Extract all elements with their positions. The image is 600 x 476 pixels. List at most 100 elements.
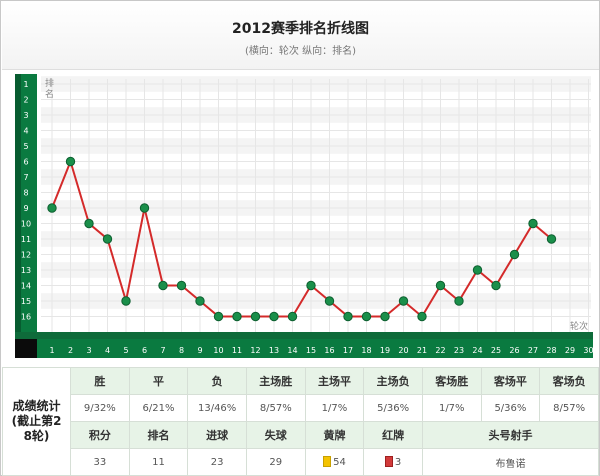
x-tick-label: 5 [123, 346, 128, 355]
series-line [51, 158, 553, 319]
data-point [195, 296, 205, 306]
data-point [213, 311, 224, 322]
data-point [102, 234, 113, 244]
stat-header: 主场平 [304, 367, 365, 395]
x-tick-label: 21 [417, 346, 427, 355]
stat-header: 黄牌 [304, 421, 365, 449]
x-tick-label: 20 [398, 346, 408, 355]
x-tick-label: 29 [565, 346, 575, 355]
x-tick-label: 9 [197, 346, 202, 355]
data-point [269, 311, 279, 322]
stat-value: 1/7% [304, 394, 365, 422]
y-tick-label: 16 [21, 313, 31, 322]
axis-corner [15, 339, 37, 358]
data-point [417, 311, 427, 322]
data-point [65, 156, 76, 167]
x-tick-label: 18 [361, 346, 371, 355]
x-tick-label: 23 [454, 346, 464, 355]
x-tick-label: 3 [86, 346, 91, 355]
y-tick-label: 8 [23, 189, 28, 198]
stats-side-text: 成绩统计(截止第28轮) [11, 399, 62, 443]
stat-header: 客场胜 [421, 367, 482, 395]
x-tick-label: 16 [324, 346, 334, 355]
stat-value: 9/32% [70, 394, 130, 422]
y-tick-label: 5 [23, 142, 28, 151]
data-point [472, 265, 483, 275]
stat-value: 1/7% [421, 394, 482, 422]
y-tick-label: 10 [21, 220, 31, 229]
chart-subtitle: (横向：轮次 纵向：排名) [245, 46, 356, 57]
stat-header: 负 [187, 367, 247, 395]
y-tick-label: 15 [21, 297, 31, 306]
x-tick-label: 19 [380, 346, 390, 355]
data-point [435, 280, 446, 291]
stat-header: 积分 [70, 421, 130, 449]
stat-header: 主场胜 [245, 367, 306, 395]
x-tick-label: 13 [269, 346, 279, 355]
yellow-card-count: 54 [333, 457, 346, 468]
y-tick-label: 7 [23, 173, 28, 182]
yellow-card-cell: 54 [304, 448, 365, 476]
stat-value: 6/21% [128, 394, 189, 422]
data-point [84, 218, 94, 229]
data-point [398, 296, 409, 306]
stats-table: 成绩统计(截止第28轮) 胜 平 负 主场胜 主场平 主场负 客场胜 客场平 客… [2, 367, 600, 476]
y-tick-label: 3 [23, 111, 28, 120]
y-axis-label: 名 [45, 88, 54, 100]
x-tick-label: 17 [343, 346, 353, 355]
y-tick-label: 11 [21, 235, 31, 244]
data-point [121, 296, 131, 306]
y-tick-label: 6 [23, 158, 28, 167]
y-tick-label: 9 [23, 204, 28, 213]
data-point [250, 311, 261, 322]
red-card-cell: 3 [363, 448, 423, 476]
stat-header: 主场负 [363, 367, 423, 395]
x-axis-label: 轮次 [570, 320, 588, 332]
x-axis-bar [15, 339, 593, 358]
x-tick-label: 1 [49, 346, 54, 355]
stats-side-label: 成绩统计(截止第28轮) [2, 367, 71, 476]
x-tick-label: 6 [142, 346, 147, 355]
x-axis-bar-top [15, 332, 593, 339]
stat-value: 11 [128, 448, 189, 476]
data-point [546, 234, 557, 244]
data-point [158, 280, 168, 291]
red-card-count: 3 [394, 457, 402, 468]
x-tick-label: 11 [232, 346, 242, 355]
x-tick-label: 28 [546, 346, 556, 355]
data-point [454, 296, 464, 306]
y-tick-label: 13 [21, 266, 31, 275]
stat-header: 胜 [70, 367, 130, 395]
x-tick-label: 24 [472, 346, 482, 355]
x-tick-label: 2 [68, 346, 73, 355]
y-tick-label: 1 [23, 80, 28, 89]
stat-header: 平 [128, 367, 189, 395]
y-tick-label: 12 [21, 251, 31, 260]
data-point [380, 311, 390, 322]
x-tick-label: 27 [528, 346, 538, 355]
data-point [232, 311, 242, 322]
x-tick-label: 14 [287, 346, 297, 355]
stat-value: 8/57% [245, 394, 306, 422]
x-tick-label: 10 [213, 346, 223, 355]
y-tick-label: 14 [21, 282, 31, 291]
x-tick-label: 30 [583, 346, 593, 355]
yellow-card-icon [323, 456, 332, 467]
stat-value: 23 [187, 448, 247, 476]
x-tick-label: 12 [250, 346, 260, 355]
x-tick-label: 15 [306, 346, 316, 355]
stat-value: 33 [70, 448, 130, 476]
x-tick-label: 8 [179, 346, 184, 355]
data-point [491, 280, 501, 291]
x-tick-label: 4 [105, 346, 110, 355]
stat-header: 客场平 [480, 367, 541, 395]
stat-value: 13/46% [187, 394, 247, 422]
y-tick-label: 4 [23, 127, 28, 136]
x-tick-label: 22 [435, 346, 445, 355]
data-point [139, 203, 150, 213]
stat-header: 红牌 [363, 421, 423, 449]
data-point [306, 280, 316, 291]
data-point [287, 311, 298, 322]
